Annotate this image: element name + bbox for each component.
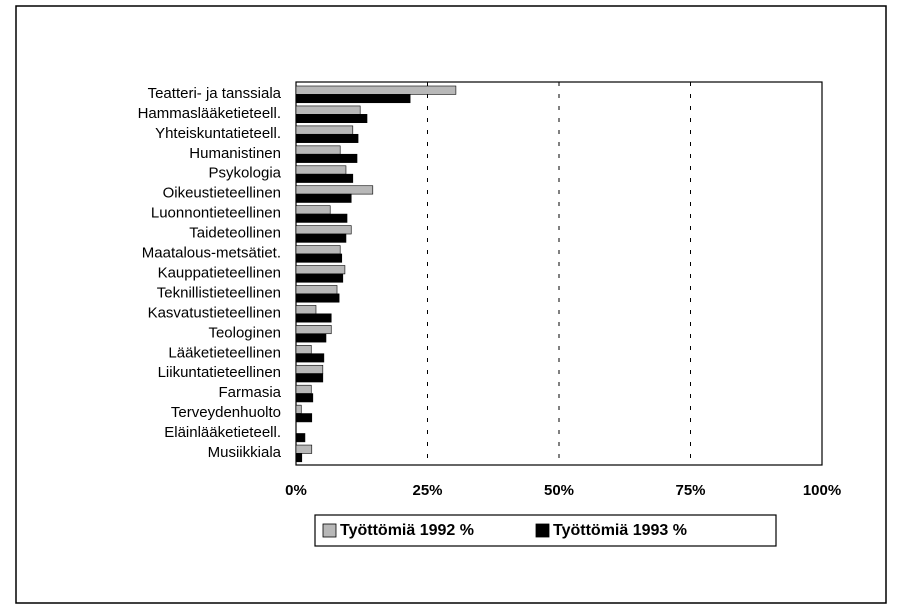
bar [295,273,344,283]
bar [295,325,332,335]
x-tick-label: 100% [803,482,841,499]
bar [295,364,324,374]
y-tick-label: Maatalous-metsätiet. [142,245,281,262]
y-tick-label: Lääketieteellinen [168,344,281,361]
bar [295,345,312,354]
y-tick-label: Teatteri- ja tanssiala [148,85,282,102]
bar [295,114,368,124]
legend-label: Työttömiä 1992 % [340,522,474,539]
bar [295,313,332,323]
legend-box [314,514,777,547]
bar [295,265,346,275]
bar [295,173,354,183]
bar [295,205,331,215]
bar [295,153,358,163]
bar [295,404,302,414]
bar [295,133,359,143]
y-tick-label: Teologinen [208,324,281,341]
bar [295,305,317,315]
bar [295,444,313,454]
y-tick-label: Yhteiskuntatieteell. [155,125,281,142]
bar [295,353,325,363]
bar [295,413,313,423]
y-tick-label: Liikuntatieteellinen [158,364,281,381]
y-tick-label: Humanistinen [189,145,281,162]
bar [295,165,347,175]
bar [295,285,338,295]
x-tick-label: 50% [544,482,574,499]
legend-label: Työttömiä 1993 % [553,522,687,539]
bar [295,433,306,443]
y-tick-label: Kauppatieteellinen [158,264,281,281]
bar [295,125,354,135]
bar [295,193,352,203]
bar [295,145,341,155]
y-tick-label: Kasvatustieteellinen [148,304,281,321]
y-tick-label: Terveydenhuolto [171,404,281,421]
legend-swatch [322,523,337,538]
bar [295,453,303,463]
y-tick-label: Hammaslääketieteell. [138,105,281,122]
bar [295,373,324,383]
bar [295,253,343,263]
legend-swatch [535,523,550,538]
bar [295,225,352,235]
y-tick-label: Teknillistieteellinen [157,284,281,301]
y-tick-label: Luonnontieteellinen [151,205,281,222]
bar [295,384,312,394]
x-tick-label: 75% [675,482,705,499]
x-tick-label: 0% [285,482,307,499]
y-tick-label: Farmasia [218,384,281,401]
y-tick-label: Taideteollinen [189,225,281,242]
chart-frame [15,5,887,604]
bar [295,185,374,195]
y-tick-label: Eläinlääketieteell. [164,424,281,441]
bar [295,233,347,243]
bar [295,94,411,104]
y-tick-label: Musiikkiala [208,444,282,461]
bar [295,105,361,115]
bar [295,245,341,255]
bar [295,85,457,95]
y-tick-label: Psykologia [208,165,281,182]
bar [295,333,327,343]
bar [295,213,348,223]
bar [295,393,314,403]
x-tick-label: 25% [412,482,442,499]
bar [295,293,340,303]
y-tick-label: Oikeustieteellinen [163,185,281,202]
